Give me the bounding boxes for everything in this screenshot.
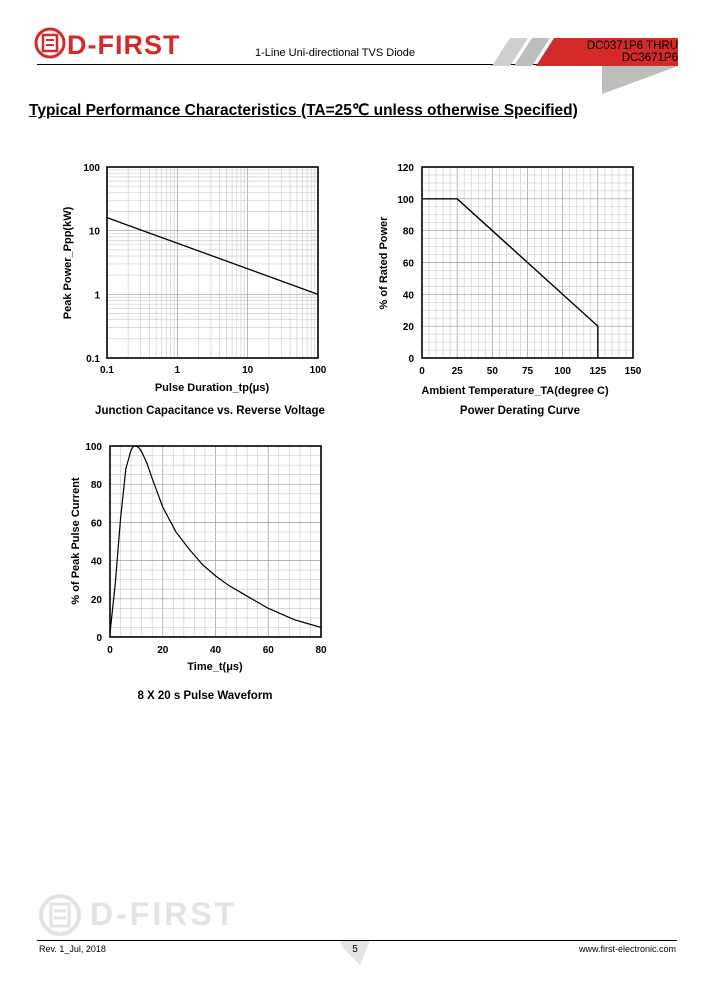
y-tick-label: 20 [91,595,103,606]
header-divider [37,64,537,65]
x-tick-label: 100 [310,365,327,376]
x-tick-label: 1 [175,365,181,376]
y-tick-label: 20 [403,322,415,333]
y-tick-label: 80 [91,480,103,491]
x-tick-label: 150 [625,366,642,377]
figure-caption-3: 8 X 20 s Pulse Waveform [137,690,273,702]
series-line [106,217,319,295]
x-axis-label: Ambient Temperature_TA(degree C) [421,385,609,397]
y-axis-label: % of Rated Power [378,216,390,310]
x-tick-label: 50 [487,366,499,377]
x-tick-label: 10 [242,365,254,376]
y-axis-label: % of Peak Pulse Current [70,477,82,604]
watermark-logo [38,893,82,937]
derating-chart: 0 25 50 75 100 125 150 120 100 80 60 40 20 0 Ambient… [378,163,642,397]
logo-text: D-FIRST [67,30,181,60]
series-line [109,445,322,634]
section-title: Typical Performance Characteristics (TA=… [29,102,578,119]
figure-caption-2: Power Derating Curve [459,405,581,417]
y-tick-label: 40 [403,290,415,301]
logo [34,27,66,59]
x-tick-label: 75 [522,366,534,377]
x-axis-label: Time_t(μs) [187,661,243,673]
y-tick-label: 0 [96,633,102,644]
footer-revision: Rev. 1_Jul, 2018 [39,944,106,954]
x-tick-label: 80 [315,645,327,656]
footer-website: www.first-electronic.com [578,944,676,954]
footer-divider [37,940,677,941]
y-tick-label: 100 [83,163,100,174]
y-tick-label: 1 [94,290,100,301]
x-tick-label: 0 [419,366,425,377]
x-tick-label: 0.1 [100,365,114,376]
waveform-chart: 0 20 40 60 80 100 80 60 40 20 0 Time_t(μs) % of P… [70,442,327,673]
header-banner [492,38,678,94]
y-tick-label: 80 [403,227,415,238]
page-number: 5 [352,944,358,955]
x-tick-label: 0 [107,645,113,656]
y-tick-label: 100 [397,195,414,206]
y-tick-label: 40 [91,557,103,568]
x-tick-label: 125 [589,366,606,377]
watermark-logo-icon [39,894,81,936]
x-tick-label: 25 [452,366,464,377]
peak-power-chart: 0.1 1 10 100 100 10 1 0.1 Pulse Duration_tp(μs… [62,163,327,394]
y-tick-label: 100 [85,442,102,453]
x-tick-label: 60 [263,645,275,656]
y-tick-label: 0 [408,354,414,365]
y-tick-label: 60 [91,518,103,529]
logo-mark-icon [34,27,66,59]
figure-caption-1: Junction Capacitance vs. Reverse Voltage [95,405,325,417]
y-tick-label: 0.1 [86,354,100,365]
header-subtitle: 1-Line Uni-directional TVS Diode [255,47,415,59]
plot-frame [106,166,319,359]
y-axis-label: Peak Power_Ppp(kW) [62,206,74,319]
y-tick-label: 120 [397,163,414,174]
y-tick-label: 60 [403,259,415,270]
series-line [422,198,599,358]
x-tick-label: 100 [554,366,571,377]
part-number: DC0371P6 THRU DC3671P6 [560,40,678,64]
plot-frame [109,445,322,638]
x-tick-label: 20 [157,645,169,656]
x-tick-label: 40 [210,645,222,656]
x-axis-label: Pulse Duration_tp(μs) [155,382,270,394]
y-tick-label: 10 [89,227,101,238]
part-number-line1: DC0371P6 THRU [586,40,678,52]
part-number-line2: DC3671P6 [621,52,678,64]
page-tab [340,941,370,965]
plot-frame [421,166,634,359]
watermark-text: D-FIRST [90,896,238,932]
